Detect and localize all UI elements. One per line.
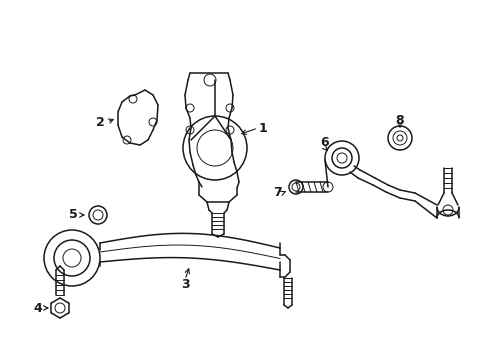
Text: 3: 3	[181, 279, 189, 292]
Text: 7: 7	[273, 186, 282, 199]
Text: 4: 4	[34, 302, 42, 315]
Text: 8: 8	[395, 113, 404, 126]
Text: 6: 6	[320, 136, 328, 149]
Text: 1: 1	[258, 122, 267, 135]
Text: 2: 2	[96, 116, 104, 129]
Text: 5: 5	[68, 208, 77, 221]
